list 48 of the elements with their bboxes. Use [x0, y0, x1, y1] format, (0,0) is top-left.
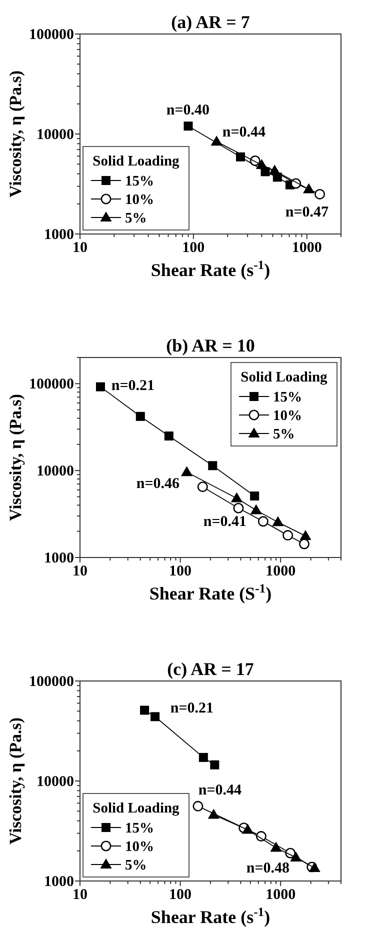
- legend-label: 10%: [125, 839, 154, 855]
- y-tick-label: 10000: [36, 464, 74, 480]
- annotation: n=0.41: [203, 514, 247, 530]
- legend-label: 15%: [125, 174, 154, 190]
- x-tick-label: 100: [182, 240, 205, 256]
- y-axis-title: Viscosity, η (Pa.s): [6, 717, 25, 845]
- x-tick-label: 1000: [266, 887, 296, 903]
- annotation: n=0.44: [198, 782, 242, 798]
- y-tick-label: 1000: [44, 227, 74, 243]
- x-tick-label: 100: [169, 564, 192, 580]
- y-tick-label: 100000: [29, 674, 74, 690]
- chart-title: (a) AR = 7: [171, 12, 250, 32]
- y-tick-label: 1000: [44, 550, 74, 566]
- x-axis-title: Shear Rate (s$^{-1}$): [150, 905, 270, 927]
- annotation: n=0.21: [170, 700, 214, 716]
- legend-title: Solid Loading: [92, 154, 180, 170]
- legend-title: Solid Loading: [240, 370, 328, 386]
- y-tick-label: 10000: [36, 774, 74, 790]
- x-tick-label: 1000: [292, 240, 322, 256]
- annotation: n=0.47: [285, 204, 330, 220]
- x-tick-label: 10: [72, 240, 88, 256]
- legend-label: 10%: [125, 192, 154, 208]
- legend-label: 10%: [273, 408, 302, 424]
- x-axis-title: Shear Rate (s$^{-1}$): [150, 258, 270, 280]
- legend-label: 5%: [273, 426, 295, 442]
- chart-title: (b) AR = 10: [166, 336, 255, 356]
- y-tick-label: 10000: [36, 127, 74, 143]
- x-axis-title: Shear Rate (S$^{-1}$): [149, 582, 272, 604]
- y-tick-label: 100000: [29, 376, 74, 393]
- annotation: n=0.46: [136, 476, 180, 492]
- annotation: n=0.21: [111, 378, 155, 394]
- x-tick-label: 10: [72, 887, 88, 903]
- x-tick-label: 100: [169, 887, 192, 903]
- y-axis-title: Viscosity, η (Pa.s): [6, 70, 25, 198]
- legend-label: 15%: [125, 820, 154, 836]
- legend-label: 5%: [125, 858, 147, 874]
- x-tick-label: 1000: [266, 564, 296, 580]
- legend-label: 15%: [273, 390, 302, 406]
- y-axis-title: Viscosity, η (Pa.s): [6, 394, 25, 522]
- y-tick-label: 1000: [44, 874, 74, 890]
- annotation: n=0.48: [246, 860, 290, 876]
- y-tick-label: 100000: [29, 27, 74, 43]
- annotation: n=0.40: [166, 102, 210, 118]
- annotation: n=0.44: [222, 124, 266, 140]
- legend-label: 5%: [125, 210, 147, 226]
- x-tick-label: 10: [72, 564, 88, 580]
- chart-title: (c) AR = 17: [167, 659, 254, 679]
- legend-title: Solid Loading: [92, 800, 180, 816]
